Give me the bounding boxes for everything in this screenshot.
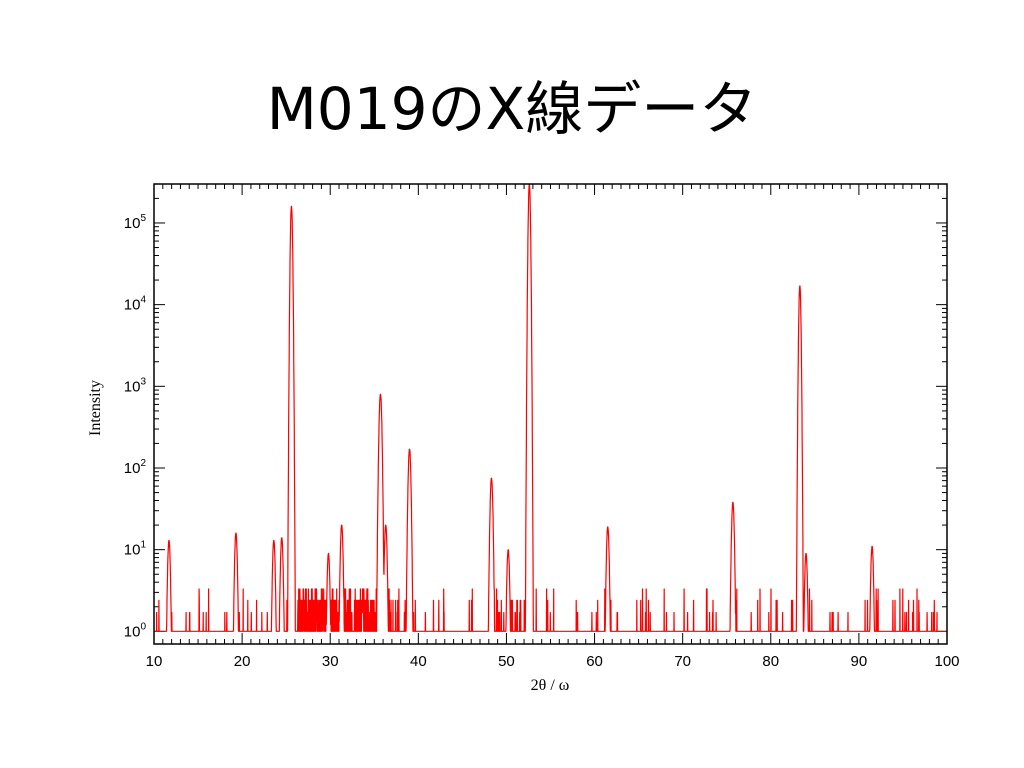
x-tick-label: 40 xyxy=(410,653,427,670)
y-tick-label: 100 xyxy=(124,621,147,640)
plot-frame xyxy=(153,183,948,645)
y-tick-label: 103 xyxy=(124,376,147,395)
y-tick-label: 101 xyxy=(124,540,147,559)
y-tick-label: 102 xyxy=(124,458,147,477)
x-tick-label: 90 xyxy=(851,653,868,670)
x-tick-label: 70 xyxy=(674,653,691,670)
x-tick-labels: 10 20 30 40 50 60 70 80 90 100 xyxy=(146,653,960,670)
x-tick-label: 10 xyxy=(146,653,163,670)
x-tick-label: 60 xyxy=(586,653,603,670)
slide-title: M019のX線データ xyxy=(266,75,758,143)
x-tick-label: 30 xyxy=(322,653,339,670)
y-axis-title: Intensity xyxy=(87,380,104,436)
x-axis-title: 2θ / ω xyxy=(531,677,570,694)
intensity-series-line xyxy=(154,184,947,632)
y-tick-label: 104 xyxy=(124,295,147,314)
x-tick-label: 20 xyxy=(234,653,251,670)
x-tick-label: 80 xyxy=(762,653,779,670)
y-tick-label: 105 xyxy=(124,213,147,232)
x-tick-label: 100 xyxy=(934,653,959,670)
y-tick-labels: 100 101 102 103 104 105 xyxy=(124,213,147,640)
axis-ticks xyxy=(153,183,948,644)
x-tick-label: 50 xyxy=(498,653,515,670)
